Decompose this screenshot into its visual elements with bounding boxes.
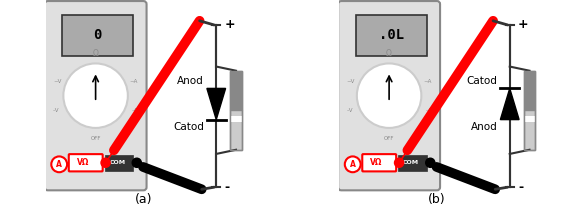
Text: Catod: Catod <box>467 76 497 86</box>
Circle shape <box>345 156 360 172</box>
FancyBboxPatch shape <box>69 154 103 171</box>
Bar <box>230 110 242 150</box>
Bar <box>105 155 133 171</box>
Text: Anod: Anod <box>177 76 204 86</box>
Bar <box>524 110 535 150</box>
Text: 0: 0 <box>93 28 102 42</box>
Text: ~A: ~A <box>130 79 139 84</box>
Text: –A: –A <box>131 108 139 113</box>
Text: VΩ: VΩ <box>77 158 89 167</box>
Text: OFF: OFF <box>90 136 101 141</box>
Bar <box>524 71 535 150</box>
Bar <box>524 116 535 122</box>
Text: ~A: ~A <box>423 79 432 84</box>
Text: (b): (b) <box>428 193 446 206</box>
Circle shape <box>426 158 435 167</box>
Bar <box>356 15 427 56</box>
Circle shape <box>132 158 141 167</box>
Polygon shape <box>500 88 519 120</box>
Text: Ω: Ω <box>386 49 392 58</box>
Text: COM: COM <box>110 160 126 165</box>
Text: ~V: ~V <box>53 79 61 84</box>
Bar <box>230 71 242 110</box>
FancyBboxPatch shape <box>45 1 147 190</box>
Circle shape <box>63 63 128 128</box>
Text: .0L: .0L <box>379 28 404 42</box>
Text: –V: –V <box>53 108 59 113</box>
Polygon shape <box>207 88 225 120</box>
Text: Catod: Catod <box>173 122 204 132</box>
Circle shape <box>51 156 67 172</box>
Bar <box>230 71 242 150</box>
Text: Anod: Anod <box>471 122 497 132</box>
Text: VΩ: VΩ <box>370 158 383 167</box>
Bar <box>524 71 535 110</box>
Text: (a): (a) <box>134 193 152 206</box>
Text: -: - <box>518 181 523 194</box>
Circle shape <box>357 63 421 128</box>
Text: OFF: OFF <box>384 136 394 141</box>
Text: ~V: ~V <box>346 79 355 84</box>
Text: A: A <box>56 160 62 169</box>
Bar <box>62 15 133 56</box>
Text: COM: COM <box>403 160 419 165</box>
Text: +: + <box>225 19 235 31</box>
Text: +: + <box>518 19 529 31</box>
Bar <box>230 116 242 122</box>
Text: –A: –A <box>425 108 432 113</box>
Text: A: A <box>350 160 356 169</box>
FancyBboxPatch shape <box>338 1 440 190</box>
Bar <box>399 155 427 171</box>
Circle shape <box>101 158 110 167</box>
Circle shape <box>394 158 404 167</box>
Text: Ω: Ω <box>93 49 99 58</box>
FancyBboxPatch shape <box>362 154 396 171</box>
Text: –V: –V <box>346 108 353 113</box>
Text: -: - <box>225 181 230 194</box>
